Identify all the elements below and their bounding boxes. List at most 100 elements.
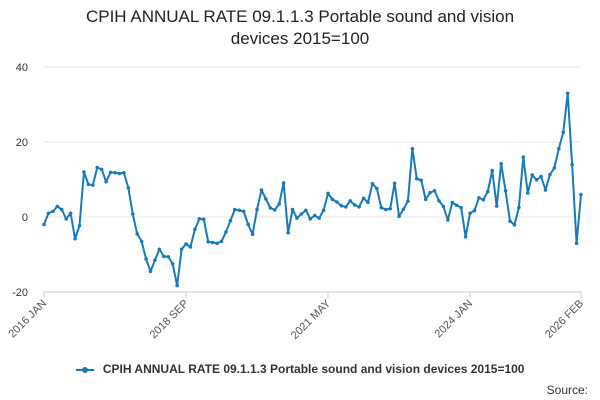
data-point[interactable] — [508, 219, 512, 223]
data-point[interactable] — [108, 170, 113, 175]
data-point[interactable] — [361, 196, 366, 201]
data-point[interactable] — [494, 204, 499, 208]
data-point[interactable] — [441, 204, 446, 209]
data-point[interactable] — [565, 91, 570, 96]
data-point[interactable] — [268, 206, 273, 210]
data-point[interactable] — [428, 190, 432, 195]
data-point[interactable] — [503, 188, 508, 193]
data-point[interactable] — [392, 181, 397, 186]
data-point[interactable] — [153, 258, 157, 262]
data-point[interactable] — [419, 178, 424, 183]
data-point[interactable] — [233, 207, 237, 212]
data-point[interactable] — [548, 172, 552, 177]
data-point[interactable] — [574, 241, 579, 246]
data-point[interactable] — [126, 185, 131, 190]
data-point[interactable] — [517, 205, 521, 210]
data-point[interactable] — [530, 173, 534, 177]
data-point[interactable] — [250, 232, 255, 237]
legend[interactable]: CPIH ANNUAL RATE 09.1.1.3 Portable sound… — [0, 362, 600, 376]
data-point[interactable] — [281, 181, 286, 185]
data-point[interactable] — [388, 206, 392, 211]
data-point[interactable] — [499, 161, 503, 166]
data-point[interactable] — [272, 208, 277, 212]
data-point[interactable] — [397, 214, 401, 219]
data-point[interactable] — [326, 191, 330, 196]
data-point[interactable] — [414, 176, 419, 181]
data-point[interactable] — [432, 188, 437, 193]
data-point[interactable] — [215, 241, 219, 246]
data-point[interactable] — [352, 203, 357, 207]
data-point[interactable] — [241, 209, 246, 214]
data-point[interactable] — [290, 207, 295, 212]
data-point[interactable] — [330, 197, 335, 202]
data-point[interactable] — [472, 208, 477, 213]
data-point[interactable] — [55, 204, 60, 209]
data-point[interactable] — [148, 269, 153, 274]
data-point[interactable] — [162, 254, 166, 259]
data-point[interactable] — [339, 203, 344, 208]
data-point[interactable] — [73, 236, 77, 241]
data-point[interactable] — [201, 217, 206, 222]
data-point[interactable] — [317, 216, 321, 220]
data-point[interactable] — [348, 199, 353, 203]
data-point[interactable] — [543, 188, 548, 192]
data-point[interactable] — [312, 213, 317, 218]
data-point[interactable] — [135, 232, 139, 236]
data-point[interactable] — [410, 146, 415, 151]
data-point[interactable] — [86, 182, 91, 187]
data-point[interactable] — [255, 207, 259, 212]
data-point[interactable] — [130, 212, 135, 216]
data-point[interactable] — [486, 189, 490, 194]
data-point[interactable] — [534, 178, 539, 182]
data-point[interactable] — [259, 188, 264, 192]
data-point[interactable] — [113, 170, 117, 175]
data-point[interactable] — [383, 207, 388, 212]
data-point[interactable] — [246, 222, 250, 227]
data-point[interactable] — [468, 211, 472, 216]
data-point[interactable] — [299, 212, 304, 216]
data-point[interactable] — [188, 245, 193, 249]
data-point[interactable] — [525, 191, 530, 195]
data-point[interactable] — [446, 218, 450, 222]
data-point[interactable] — [91, 183, 95, 187]
data-point[interactable] — [370, 181, 375, 186]
data-point[interactable] — [512, 223, 517, 227]
data-point[interactable] — [423, 197, 428, 202]
data-point[interactable] — [77, 223, 82, 228]
data-point[interactable] — [82, 170, 86, 174]
data-point[interactable] — [64, 217, 68, 221]
data-point[interactable] — [46, 211, 51, 216]
data-point[interactable] — [144, 257, 148, 261]
data-point[interactable] — [557, 146, 561, 151]
data-point[interactable] — [561, 130, 566, 135]
data-point[interactable] — [228, 218, 233, 223]
data-point[interactable] — [197, 217, 202, 221]
data-point[interactable] — [579, 192, 583, 197]
data-point[interactable] — [277, 202, 282, 206]
data-point[interactable] — [459, 205, 463, 210]
data-point[interactable] — [343, 205, 348, 209]
data-point[interactable] — [117, 171, 122, 176]
data-point[interactable] — [237, 208, 242, 213]
data-point[interactable] — [179, 247, 184, 252]
data-point[interactable] — [139, 239, 144, 244]
data-point[interactable] — [521, 155, 526, 159]
data-point[interactable] — [379, 205, 384, 210]
data-point[interactable] — [295, 216, 299, 220]
data-point[interactable] — [99, 167, 104, 172]
data-point[interactable] — [366, 200, 370, 205]
data-point[interactable] — [321, 208, 326, 213]
data-point[interactable] — [59, 207, 64, 212]
data-point[interactable] — [375, 186, 379, 191]
data-point[interactable] — [170, 262, 175, 266]
data-point[interactable] — [95, 165, 100, 170]
data-point[interactable] — [401, 207, 406, 211]
data-point[interactable] — [481, 197, 486, 202]
data-point[interactable] — [454, 203, 459, 208]
data-point[interactable] — [308, 217, 313, 221]
data-point[interactable] — [166, 254, 171, 259]
data-point[interactable] — [210, 240, 215, 245]
data-point[interactable] — [477, 196, 481, 200]
data-point[interactable] — [286, 230, 290, 235]
data-point[interactable] — [490, 168, 495, 173]
